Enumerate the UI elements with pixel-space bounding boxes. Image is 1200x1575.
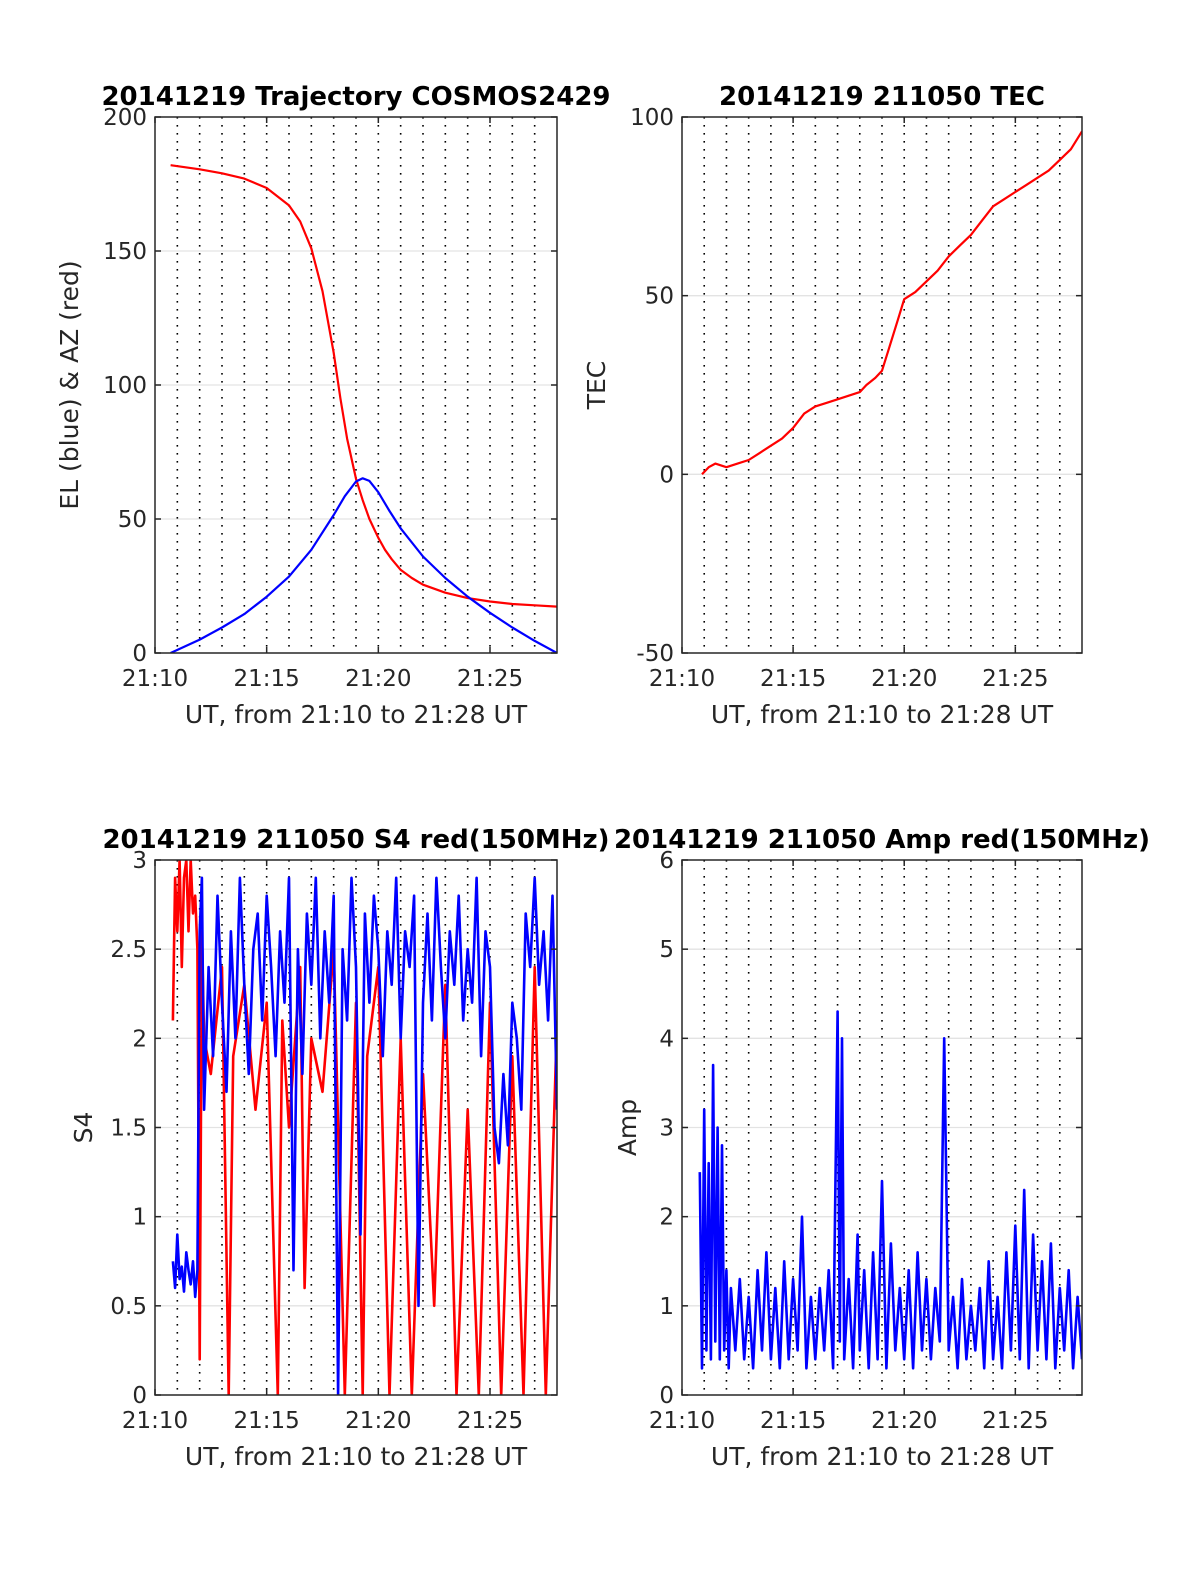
- y-tick-label: 50: [118, 507, 147, 533]
- y-tick-label: 3: [659, 1116, 674, 1142]
- chart-title: 20141219 Trajectory COSMOS2429: [101, 82, 610, 112]
- x-axis-label: UT, from 21:10 to 21:28 UT: [711, 1442, 1054, 1471]
- tec-panel: -50 0 50 100 21:10 21:15 21:20 21:25 20141219 21…: [582, 82, 1083, 729]
- y-tick-label: 5: [659, 937, 674, 963]
- x-tick-label: 21:10: [122, 1408, 188, 1434]
- y-tick-label: 0: [132, 1383, 147, 1409]
- y-tick-label: 2: [659, 1205, 674, 1231]
- x-tick-label: 21:20: [345, 1408, 411, 1434]
- chart-title: 20141219 211050 TEC: [719, 82, 1045, 112]
- series-line-red: [170, 164, 557, 608]
- y-tick-label: 200: [103, 105, 147, 131]
- y-tick-label: 4: [659, 1026, 674, 1052]
- y-tick-label: 6: [659, 848, 674, 874]
- s4-panel: 0 0.5 1 1.5 2 2.5 3 21:10 21:15 21:20 21:25 2014121…: [69, 825, 610, 1471]
- y-tick-label: 0: [659, 462, 674, 488]
- y-tick-label: 1: [659, 1294, 674, 1320]
- x-tick-label: 21:10: [649, 1408, 715, 1434]
- x-tick-label: 21:20: [871, 666, 937, 692]
- x-axis-label: UT, from 21:10 to 21:28 UT: [711, 700, 1054, 729]
- series-layer: [698, 1010, 1082, 1370]
- x-tick-label: 21:10: [649, 666, 715, 692]
- axes-box: [681, 116, 1083, 654]
- y-axis-label: EL (blue) & AZ (red): [55, 260, 84, 509]
- chart-title: 20141219 211050 S4 red(150MHz): [102, 825, 609, 855]
- y-tick-label: 0.5: [110, 1294, 147, 1320]
- y-tick-label: 0: [132, 641, 147, 667]
- x-tick-label: 21:15: [234, 1408, 300, 1434]
- x-axis-label: UT, from 21:10 to 21:28 UT: [185, 700, 528, 729]
- x-tick-label: 21:25: [982, 666, 1048, 692]
- x-tick-label: 21:25: [982, 1408, 1048, 1434]
- series-line-red: [171, 860, 557, 1395]
- series-line-blue: [170, 477, 557, 653]
- y-tick-label: 1.5: [110, 1116, 147, 1142]
- x-tick-label: 21:10: [122, 666, 188, 692]
- y-axis-label: Amp: [613, 1099, 642, 1156]
- y-tick-label: 0: [659, 1383, 674, 1409]
- series-line-blue: [171, 876, 557, 1395]
- series-line-red: [701, 130, 1082, 476]
- x-tick-label: 21:20: [345, 666, 411, 692]
- y-tick-label: 2: [132, 1026, 147, 1052]
- y-tick-label: 150: [103, 239, 147, 265]
- x-tick-label: 21:15: [760, 1408, 826, 1434]
- x-tick-label: 21:25: [457, 666, 523, 692]
- trajectory-panel: 0 50 100 150 200 21:10 21:15 21:20 21:25 20141219…: [55, 82, 611, 729]
- y-tick-label: 50: [645, 284, 674, 310]
- y-tick-label: 3: [132, 848, 147, 874]
- y-axis-label: S4: [69, 1112, 98, 1144]
- series-layer: [701, 130, 1082, 476]
- y-tick-label: 1: [132, 1205, 147, 1231]
- x-axis-label: UT, from 21:10 to 21:28 UT: [185, 1442, 528, 1471]
- x-tick-label: 21:15: [760, 666, 826, 692]
- amp-panel: 0 1 2 3 4 5 6 21:10 21:15 21:20 21:25 20141219 2110…: [613, 825, 1150, 1471]
- x-tick-label: 21:15: [234, 666, 300, 692]
- y-tick-label: -50: [636, 641, 674, 667]
- y-tick-label: 2.5: [110, 937, 147, 963]
- y-axis-label: TEC: [582, 361, 611, 411]
- chart-title: 20141219 211050 Amp red(150MHz): [614, 825, 1150, 855]
- y-tick-label: 100: [103, 373, 147, 399]
- series-layer: [171, 860, 557, 1395]
- y-tick-label: 100: [630, 105, 674, 131]
- series-layer: [170, 164, 557, 653]
- x-tick-label: 21:25: [457, 1408, 523, 1434]
- x-tick-label: 21:20: [871, 1408, 937, 1434]
- series-line-blue: [698, 1010, 1082, 1370]
